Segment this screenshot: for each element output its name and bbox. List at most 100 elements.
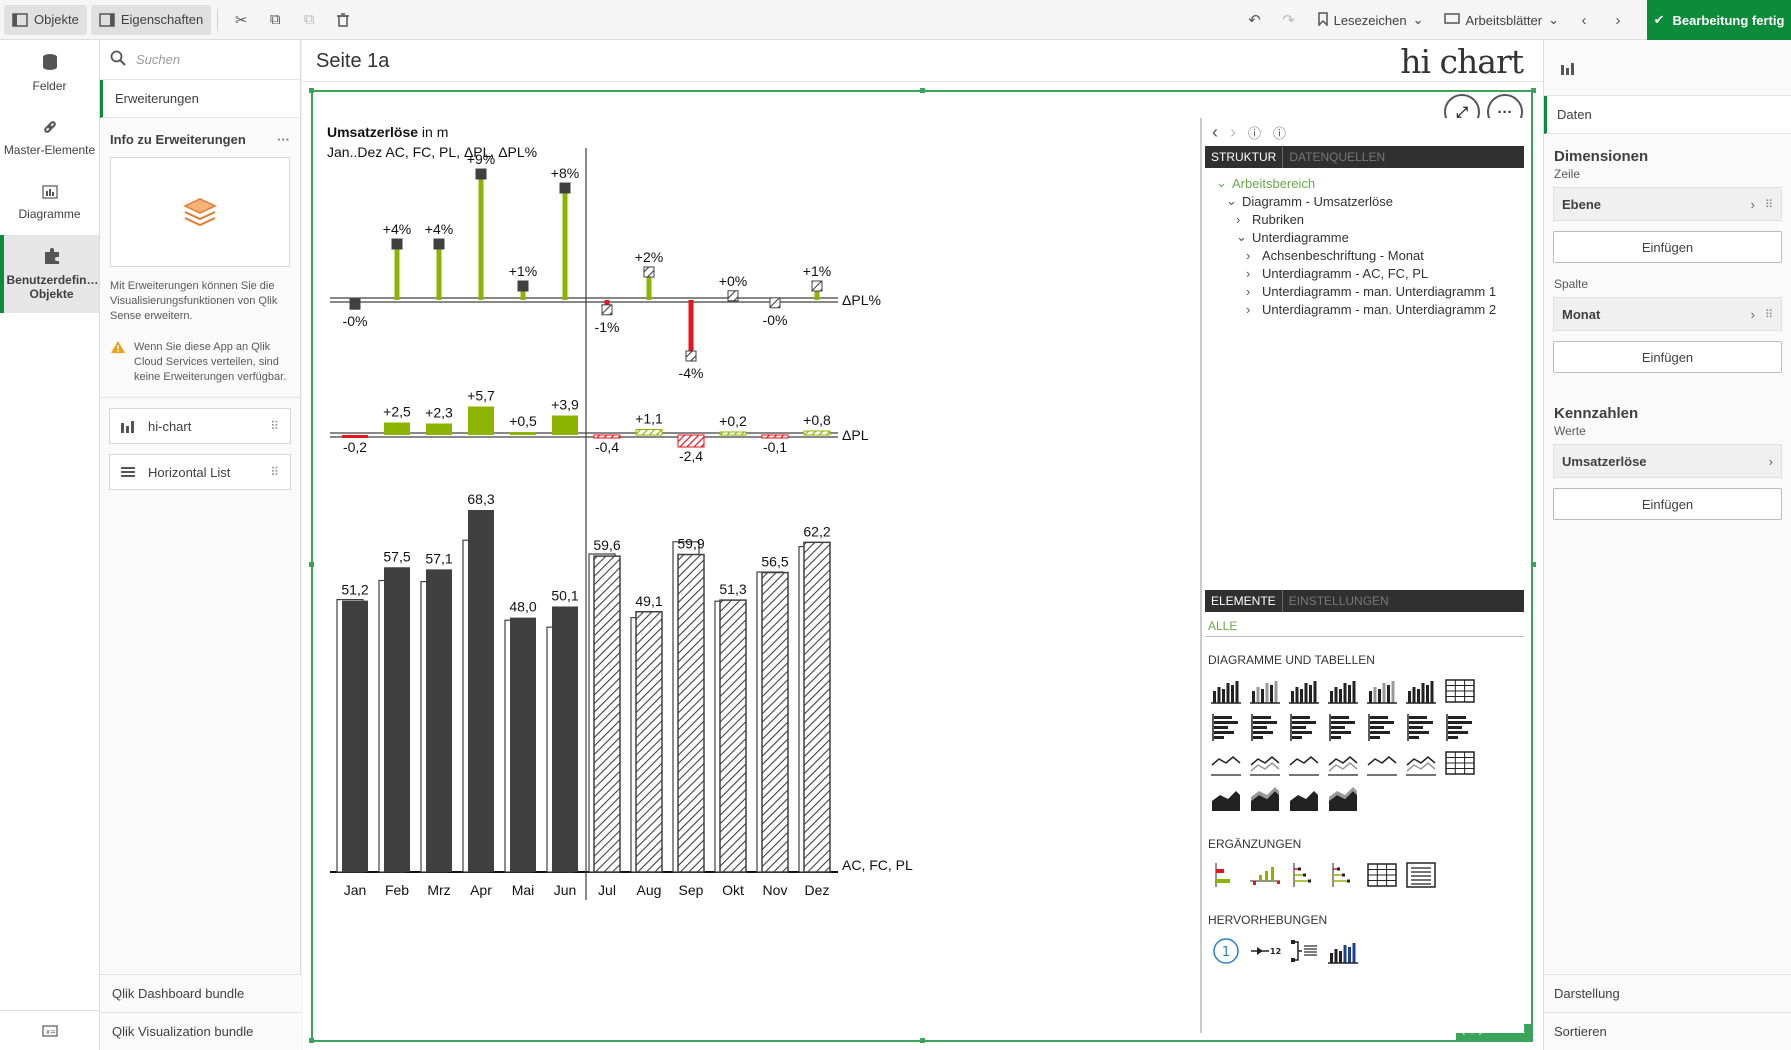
column-chart-icon[interactable] bbox=[1325, 675, 1361, 707]
bar-chart-icon[interactable] bbox=[1286, 711, 1322, 743]
insert-measure-button[interactable]: Einfügen bbox=[1553, 488, 1782, 520]
rail-item-charts[interactable]: Diagramme bbox=[0, 170, 99, 235]
tree-item[interactable]: › Unterdiagramm - man. Unterdiagramm 2 bbox=[1210, 300, 1524, 318]
tree-item[interactable]: ⌄ Arbeitsbereich bbox=[1210, 174, 1524, 192]
insert-column-button[interactable]: Einfügen bbox=[1553, 341, 1782, 373]
next-sheet-icon[interactable]: › bbox=[1615, 11, 1621, 29]
insert-row-button[interactable]: Einfügen bbox=[1553, 231, 1782, 263]
help-icon[interactable]: ⓘ bbox=[1248, 125, 1262, 141]
resize-handle[interactable] bbox=[920, 88, 925, 93]
resize-handle[interactable] bbox=[920, 1038, 925, 1043]
copy-icon[interactable]: ⧉ bbox=[269, 11, 281, 28]
resize-handle[interactable] bbox=[309, 88, 314, 93]
bar-chart-icon[interactable] bbox=[1442, 711, 1478, 743]
chevron-down-icon[interactable]: ⌄ bbox=[1226, 193, 1237, 208]
objects-toggle[interactable]: Objekte bbox=[4, 4, 87, 35]
resize-handle[interactable] bbox=[309, 1038, 314, 1043]
tab-data-sources[interactable]: DATENQUELLEN bbox=[1289, 150, 1386, 164]
rail-item-custom-objects[interactable]: Benutzerdefin… Objekte bbox=[0, 235, 99, 313]
extensions-header[interactable]: Erweiterungen bbox=[100, 80, 300, 118]
bookmarks-button[interactable]: Lesezeichen ⌄ bbox=[1310, 5, 1432, 35]
tab-structure[interactable]: STRUKTUR bbox=[1205, 146, 1284, 168]
bracket-marker-icon[interactable] bbox=[1286, 935, 1322, 967]
extension-item-hi-chart[interactable]: hi-chart ⠿ bbox=[109, 408, 291, 444]
paste-icon[interactable]: ⧉ bbox=[303, 11, 315, 28]
previous-sheet-icon[interactable]: ‹ bbox=[1581, 11, 1587, 29]
variance-addition-icon[interactable] bbox=[1208, 859, 1244, 891]
table-icon[interactable] bbox=[1442, 747, 1478, 779]
bar-chart-icon[interactable] bbox=[1247, 711, 1283, 743]
area-chart-icon[interactable] bbox=[1247, 783, 1283, 815]
section-sorting[interactable]: Sortieren bbox=[1544, 1012, 1791, 1050]
bar-chart-icon[interactable] bbox=[1364, 711, 1400, 743]
tab-elements[interactable]: ELEMENTE bbox=[1205, 590, 1283, 612]
line-chart-icon[interactable] bbox=[1325, 747, 1361, 779]
pin-addition-icon[interactable] bbox=[1325, 859, 1361, 891]
tree-item[interactable]: ⌄ Unterdiagramme bbox=[1210, 228, 1524, 246]
line-chart-icon[interactable] bbox=[1364, 747, 1400, 779]
tab-data[interactable]: Daten bbox=[1544, 96, 1791, 134]
line-chart-icon[interactable] bbox=[1286, 747, 1322, 779]
resize-handle[interactable] bbox=[1531, 88, 1536, 93]
resize-handle[interactable] bbox=[309, 562, 314, 567]
bundle-dashboard[interactable]: Qlik Dashboard bundle bbox=[100, 974, 301, 1012]
sheets-button[interactable]: Arbeitsblätter ⌄ bbox=[1436, 5, 1568, 35]
area-chart-icon[interactable] bbox=[1286, 783, 1322, 815]
sheet-title[interactable]: Seite 1a bbox=[316, 50, 390, 72]
dimension-column-field[interactable]: Monat › ⠿ bbox=[1553, 297, 1782, 331]
pin-addition-icon[interactable] bbox=[1286, 859, 1322, 891]
tree-item[interactable]: › Rubriken bbox=[1210, 210, 1524, 228]
highlight-columns-icon[interactable] bbox=[1325, 935, 1361, 967]
drag-handle-icon[interactable]: ⠿ bbox=[270, 419, 280, 433]
rail-footer-button[interactable]: x= bbox=[0, 1010, 100, 1050]
chevron-right-icon[interactable]: › bbox=[1246, 247, 1251, 263]
variance-columns-icon[interactable] bbox=[1247, 859, 1283, 891]
done-editing-button[interactable]: ✔ Bearbeitung fertig bbox=[1647, 0, 1791, 40]
search-bar[interactable]: Suchen bbox=[100, 40, 300, 80]
tree-item[interactable]: ⌄ Diagramm - Umsatzerlöse bbox=[1210, 192, 1524, 210]
line-chart-icon[interactable] bbox=[1403, 747, 1439, 779]
cut-icon[interactable]: ✂ bbox=[234, 11, 248, 29]
undo-icon[interactable]: ↶ bbox=[1248, 12, 1261, 29]
forward-icon[interactable]: › bbox=[1230, 121, 1236, 142]
drag-handle-icon[interactable]: ⠿ bbox=[1764, 198, 1773, 211]
area-chart-icon[interactable] bbox=[1208, 783, 1244, 815]
line-chart-icon[interactable] bbox=[1208, 747, 1244, 779]
bar-chart-icon[interactable] bbox=[1325, 711, 1361, 743]
difference-marker-icon[interactable]: 12 bbox=[1247, 935, 1283, 967]
table-icon[interactable] bbox=[1442, 675, 1478, 707]
column-chart-icon[interactable] bbox=[1208, 675, 1244, 707]
info-icon[interactable]: ⓘ bbox=[1273, 125, 1287, 141]
column-chart-icon[interactable] bbox=[1247, 675, 1283, 707]
line-chart-icon[interactable] bbox=[1247, 747, 1283, 779]
tree-item[interactable]: › Unterdiagramm - man. Unterdiagramm 1 bbox=[1210, 282, 1524, 300]
delete-icon[interactable] bbox=[326, 5, 360, 35]
rail-item-master[interactable]: Master-Elemente bbox=[0, 105, 99, 170]
column-chart-icon[interactable] bbox=[1286, 675, 1322, 707]
chevron-down-icon[interactable]: ⌄ bbox=[1236, 229, 1247, 244]
bar-chart-icon[interactable] bbox=[1403, 711, 1439, 743]
section-appearance[interactable]: Darstellung bbox=[1544, 974, 1791, 1012]
hi-chart[interactable]: 51,2 Jan 57,5 Feb 57,1 Mrz 68,3 Apr 48,0 Mai 50,1 J… bbox=[320, 120, 1000, 1030]
drag-handle-icon[interactable]: ⠿ bbox=[1764, 308, 1773, 321]
dimension-row-field[interactable]: Ebene › ⠿ bbox=[1553, 187, 1782, 221]
column-chart-icon[interactable] bbox=[1403, 675, 1439, 707]
back-icon[interactable]: ‹ bbox=[1212, 121, 1218, 142]
chevron-right-icon[interactable]: › bbox=[1246, 301, 1251, 317]
bundle-visualization[interactable]: Qlik Visualization bundle bbox=[100, 1012, 301, 1050]
area-chart-icon[interactable] bbox=[1325, 783, 1361, 815]
text-addition-icon[interactable] bbox=[1403, 859, 1439, 891]
column-chart-icon[interactable] bbox=[1364, 675, 1400, 707]
properties-toggle[interactable]: Eigenschaften bbox=[90, 4, 212, 35]
extension-item-horizontal-list[interactable]: Horizontal List ⠿ bbox=[109, 454, 291, 490]
chevron-right-icon[interactable]: › bbox=[1246, 283, 1251, 299]
chevron-right-icon[interactable]: › bbox=[1246, 265, 1251, 281]
tree-item[interactable]: › Unterdiagramm - AC, FC, PL bbox=[1210, 264, 1524, 282]
tree-item[interactable]: › Achsenbeschriftung - Monat bbox=[1210, 246, 1524, 264]
more-options-icon[interactable]: ··· bbox=[277, 132, 290, 147]
filter-all[interactable]: ALLE bbox=[1205, 616, 1524, 637]
search-input[interactable]: Suchen bbox=[136, 52, 181, 67]
measure-field[interactable]: Umsatzerlöse › bbox=[1553, 444, 1782, 478]
tab-settings[interactable]: EINSTELLUNGEN bbox=[1288, 594, 1389, 608]
chevron-down-icon[interactable]: ⌄ bbox=[1216, 175, 1227, 190]
